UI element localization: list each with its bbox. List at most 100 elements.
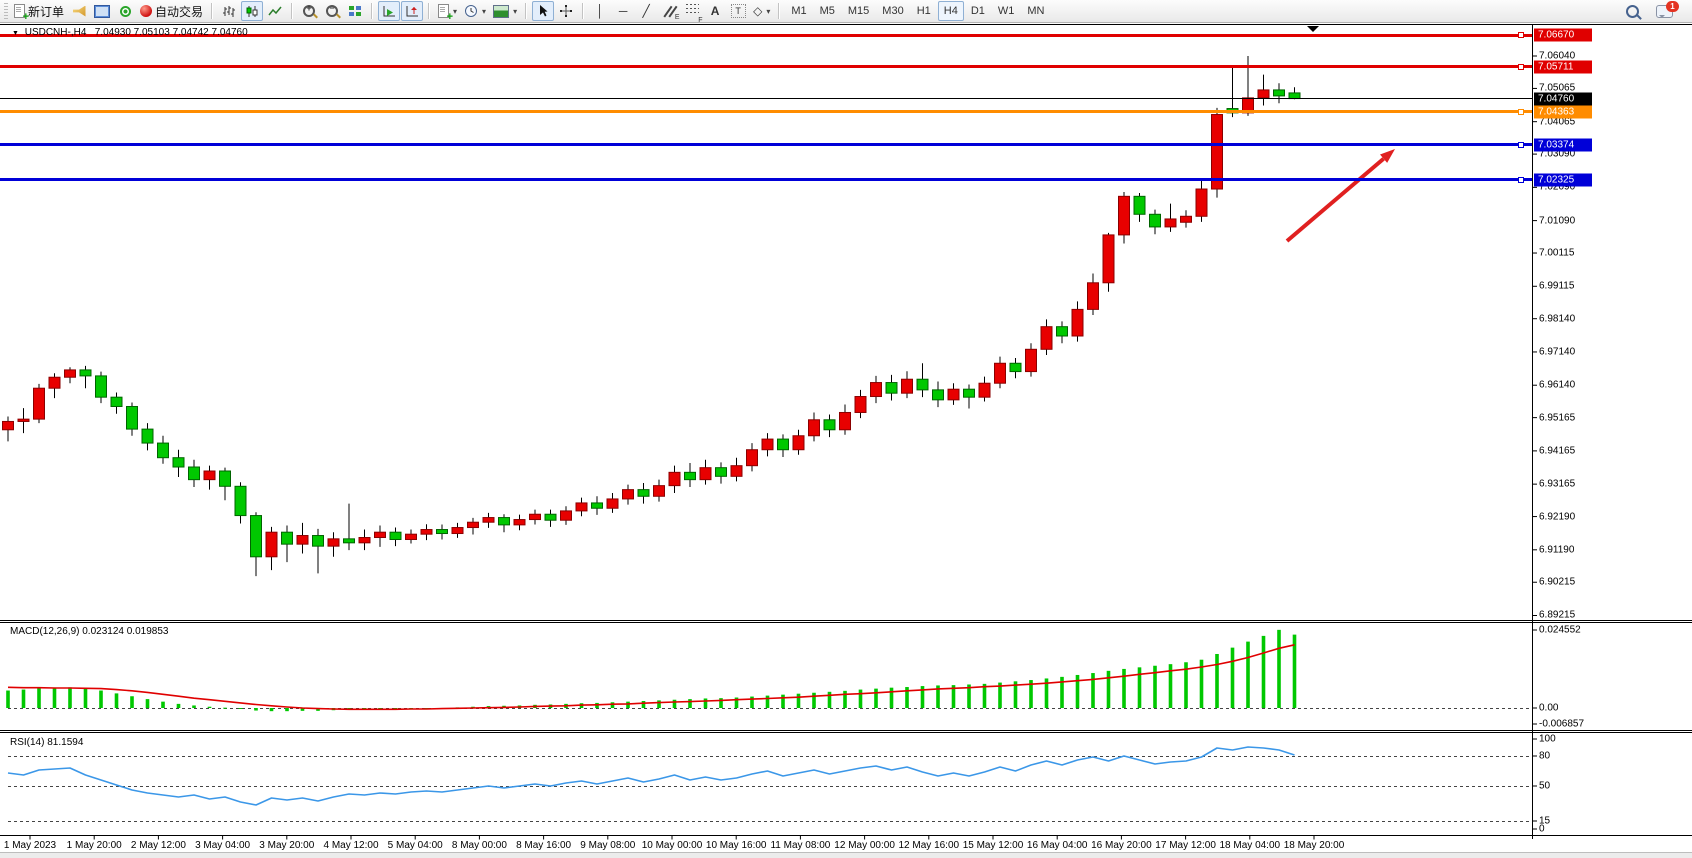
candle-chart-button[interactable] — [241, 1, 264, 21]
macd-histogram-bar — [1060, 676, 1064, 708]
macd-histogram-bar — [889, 687, 894, 708]
timeframe-button-M15[interactable]: M15 — [847, 5, 870, 17]
timeframe-button-M5[interactable]: M5 — [819, 5, 835, 17]
chart-shift-button[interactable] — [401, 1, 424, 21]
macd-histogram-bar — [564, 703, 568, 708]
macd-histogram-bar — [641, 701, 646, 708]
search-button[interactable] — [1621, 1, 1643, 21]
macd-histogram-bar — [347, 708, 351, 710]
macd-histogram-bar — [6, 690, 10, 708]
bar-chart-button[interactable] — [218, 1, 240, 21]
timeframe-button-H1[interactable]: H1 — [916, 5, 931, 17]
market-watch-button[interactable] — [91, 1, 113, 21]
macd-histogram-bar — [393, 708, 398, 709]
macd-histogram-bar — [657, 700, 661, 708]
macd-histogram-bar — [52, 687, 57, 708]
macd-histogram-bar — [688, 699, 692, 708]
timeframe-button-M1[interactable]: M1 — [791, 5, 807, 17]
macd-histogram-bar — [858, 689, 863, 708]
autotrade-button[interactable]: 自动交易 — [137, 1, 206, 21]
macd-histogram-bar — [750, 696, 754, 708]
line-chart-icon — [268, 6, 282, 15]
sound-button[interactable] — [68, 1, 90, 21]
macd-histogram-bar — [1013, 681, 1018, 708]
macd-histogram-bar — [812, 692, 816, 708]
macd-histogram-bar — [471, 706, 475, 708]
chevron-down-icon: ▾ — [513, 6, 518, 16]
timeframe-button-W1[interactable]: W1 — [997, 5, 1015, 17]
search-icon — [1625, 4, 1639, 18]
macd-histogram-bar — [83, 688, 88, 708]
macd-histogram-bar — [68, 687, 72, 708]
macd-histogram-bar — [502, 705, 506, 708]
timeframe-button-MN[interactable]: MN — [1027, 5, 1045, 17]
macd-histogram-bar — [672, 699, 677, 708]
macd-histogram-bar — [765, 695, 770, 708]
zoom-out-button[interactable]: − — [321, 1, 343, 21]
macd-histogram-bar — [1292, 634, 1297, 708]
cursor-icon — [540, 5, 548, 17]
tile-windows-icon — [349, 5, 362, 16]
chevron-down-icon: ▾ — [766, 6, 771, 16]
fibonacci-tool[interactable]: F — [681, 1, 703, 24]
auto-scroll-button[interactable] — [378, 1, 401, 21]
rsi-line — [7, 746, 1295, 806]
zoom-out-icon: − — [326, 3, 339, 17]
zoom-in-button[interactable]: + — [298, 1, 320, 21]
chat-button[interactable]: 1 — [1653, 0, 1679, 21]
macd-histogram-bar — [579, 703, 584, 708]
macd-histogram-bar — [843, 690, 847, 708]
new-chart-button[interactable]: ▾ — [435, 1, 460, 23]
horizontal-line-tool[interactable]: ─ — [612, 1, 634, 21]
crosshair-icon — [560, 5, 573, 17]
periods-button[interactable]: ▾ — [461, 1, 489, 21]
macd-histogram-bar — [874, 688, 878, 708]
timeframe-button-H4[interactable]: H4 — [937, 1, 964, 21]
line-chart-button[interactable] — [264, 1, 286, 21]
signal-icon — [119, 5, 131, 17]
trendline-icon: ╱ — [642, 4, 650, 18]
shapes-tool[interactable]: ◇ ▾ — [750, 1, 773, 21]
chat-bubble-icon: 1 — [1656, 0, 1679, 18]
macd-signal-line — [7, 644, 1295, 711]
macd-histogram-bar — [1277, 629, 1281, 708]
macd-histogram-bar — [269, 708, 274, 712]
macd-histogram-bar — [548, 704, 553, 708]
text-tool-icon: A — [710, 4, 720, 18]
cursor-button[interactable] — [532, 1, 555, 21]
chart-shift-icon — [406, 5, 419, 16]
macd-histogram-bar — [99, 690, 103, 708]
vertical-line-tool[interactable]: │ — [589, 1, 611, 21]
macd-histogram-bar — [223, 707, 227, 709]
tile-windows-button[interactable] — [344, 1, 366, 21]
text-tool[interactable]: A — [704, 1, 726, 21]
label-tool-icon: T — [730, 4, 746, 18]
macd-histogram-bar — [796, 693, 801, 708]
channel-sub-glyph: E — [674, 14, 680, 21]
macd-histogram-bar — [920, 686, 925, 708]
macd-histogram-bar — [21, 689, 26, 708]
trendline-tool[interactable]: ╱ — [635, 1, 657, 21]
bar-chart-icon — [223, 5, 236, 17]
minus-glyph: − — [329, 3, 335, 13]
toolbar-separator — [428, 3, 431, 19]
chart-surface[interactable] — [0, 24, 1532, 620]
timeframe-button-M30[interactable]: M30 — [882, 5, 904, 17]
timeframe-button-D1[interactable]: D1 — [970, 5, 985, 17]
signals-button[interactable] — [114, 1, 136, 21]
macd-histogram-bar — [1075, 674, 1080, 708]
time-axis[interactable] — [0, 836, 1532, 852]
label-tool[interactable]: T — [727, 1, 749, 21]
notification-badge: 1 — [1666, 0, 1679, 12]
monitor-icon — [94, 4, 111, 18]
crosshair-button[interactable] — [555, 1, 577, 21]
macd-histogram-bar — [114, 693, 119, 708]
macd-histogram-bar — [1246, 641, 1250, 708]
new-order-button[interactable]: 新订单 — [11, 1, 67, 23]
channel-tool[interactable]: E — [658, 1, 680, 21]
templates-button[interactable]: ▾ — [490, 1, 520, 21]
macd-histogram-bar — [238, 708, 243, 709]
price-axis[interactable] — [1532, 24, 1692, 836]
toolbar-separator — [525, 3, 528, 19]
toolbar-separator — [291, 3, 294, 19]
